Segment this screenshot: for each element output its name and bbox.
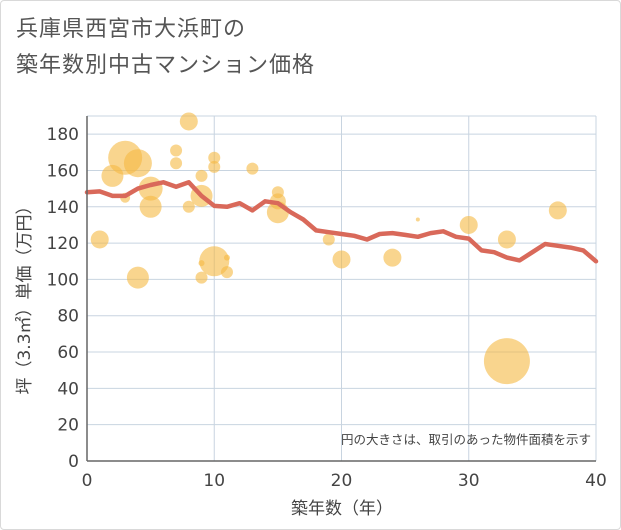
bubble — [483, 338, 530, 385]
y-tick-labels: 0 20 40 60 80 100 120 140 160 180 — [47, 125, 79, 472]
bubble — [195, 169, 208, 182]
bubble — [123, 149, 152, 178]
axes — [86, 116, 596, 462]
bubble — [179, 112, 198, 131]
y-axis-label: 坪（3.3㎡）単価（万円） — [15, 197, 35, 394]
x-tick-label: 0 — [82, 471, 93, 491]
bubble — [208, 160, 221, 173]
y-tick-label: 0 — [68, 452, 79, 472]
y-tick-label: 20 — [57, 416, 79, 436]
y-tick-label: 160 — [47, 161, 79, 181]
chart-title-line-2: 築年数別中古マンション価格 — [16, 53, 316, 78]
bubble — [126, 266, 149, 289]
x-tick-label: 40 — [585, 471, 607, 491]
bubble — [170, 157, 183, 170]
bubble — [208, 151, 221, 164]
bubble-size-note: 円の大きさは、取引のあった物件面積を示す — [341, 432, 591, 447]
bubble — [195, 271, 208, 284]
bubble — [548, 201, 567, 220]
bubble — [497, 230, 516, 249]
bubble — [90, 230, 109, 249]
bubble — [415, 217, 420, 222]
bubble — [246, 162, 259, 175]
grid-lines — [86, 115, 597, 462]
x-tick-labels: 0 10 20 30 40 — [82, 471, 607, 491]
chart-title: 兵庫県西宮市大浜町の 築年数別中古マンション価格 — [16, 12, 315, 84]
bubble — [332, 250, 351, 269]
bubble — [220, 266, 233, 279]
y-tick-label: 40 — [57, 379, 79, 399]
x-tick-label: 20 — [331, 471, 353, 491]
bubble — [182, 200, 195, 213]
bubble — [170, 144, 183, 157]
bubble — [383, 248, 402, 267]
bubble — [459, 215, 478, 234]
bubble — [199, 246, 230, 277]
y-tick-label: 80 — [57, 307, 79, 327]
y-tick-label: 120 — [47, 234, 79, 254]
y-tick-label: 140 — [47, 198, 79, 218]
x-tick-label: 30 — [458, 471, 480, 491]
y-tick-label: 60 — [57, 343, 79, 363]
trend-line — [84, 180, 599, 264]
bubbles-layer — [90, 112, 567, 385]
x-tick-label: 10 — [203, 471, 225, 491]
bubble — [322, 233, 335, 246]
x-axis-label: 築年数（年） — [291, 499, 393, 519]
y-tick-label: 100 — [47, 270, 79, 290]
bubble — [139, 195, 162, 218]
chart-title-line-1: 兵庫県西宮市大浜町の — [16, 17, 247, 42]
y-tick-label: 180 — [47, 125, 79, 145]
bubble — [223, 254, 230, 261]
